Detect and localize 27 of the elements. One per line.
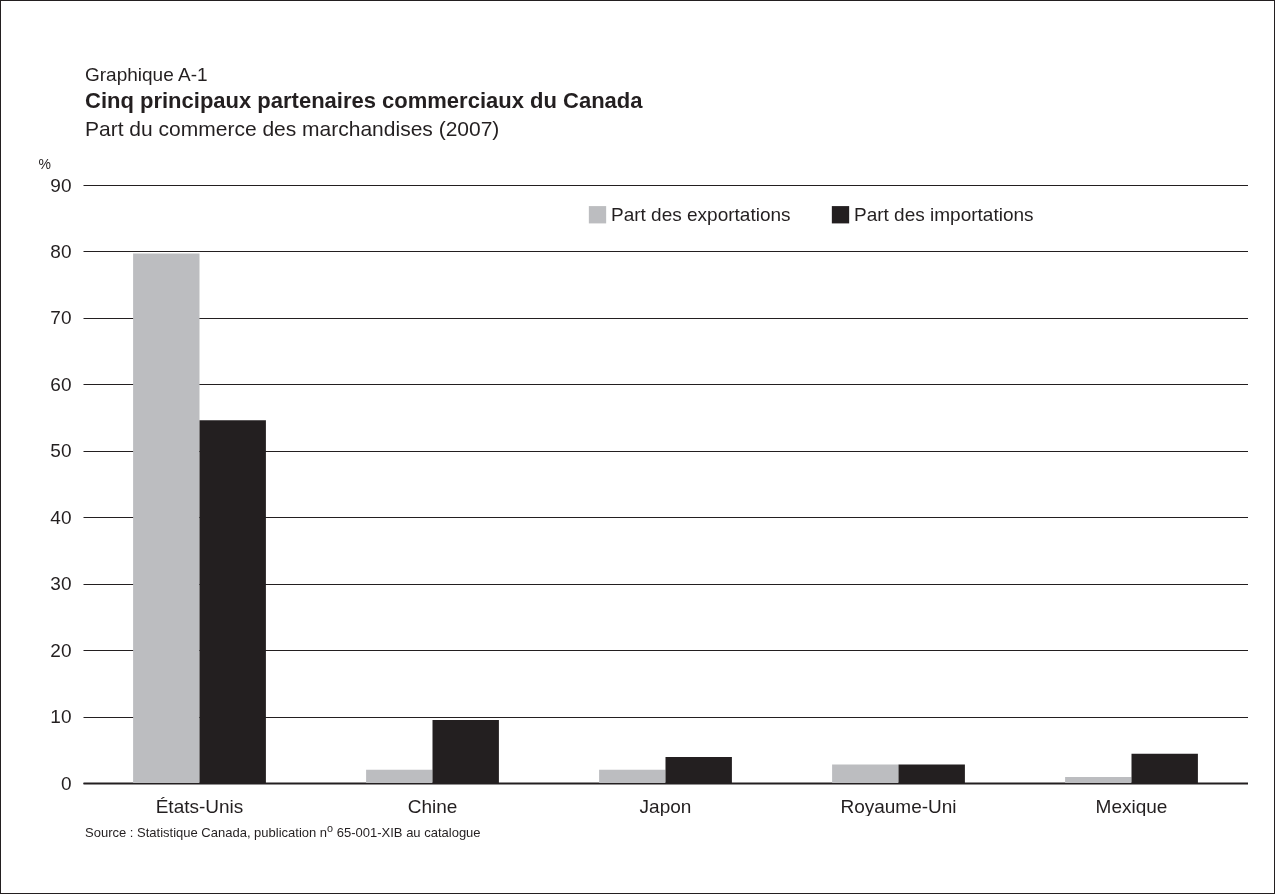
bar bbox=[832, 764, 899, 783]
y-tick-label: 10 bbox=[50, 706, 72, 728]
y-tick-label: 90 bbox=[50, 174, 72, 196]
x-tick-label: Royaume-Uni bbox=[840, 795, 957, 817]
y-tick-label: 0 bbox=[60, 772, 72, 794]
text: Graphique A-1 bbox=[85, 64, 208, 86]
chart-title: Cinq principaux partenaires commerciaux du Canada bbox=[85, 88, 644, 113]
legend-label: Part des exportations bbox=[611, 203, 791, 225]
chart-subtitle: Part du commerce des marchandises (2007) bbox=[85, 117, 500, 140]
source-note: Source : Statistique Canada, publication n$^{o}$ 65-001-XIB au catalogue bbox=[85, 822, 481, 841]
y-tick-label: 40 bbox=[50, 506, 72, 528]
x-tick-label: Japon bbox=[639, 795, 692, 817]
bar bbox=[599, 769, 666, 783]
y-tick-label: 80 bbox=[50, 240, 72, 262]
legend-label: Part des importations bbox=[854, 203, 1034, 225]
y-tick-label: 20 bbox=[50, 639, 72, 661]
x-tick-label: États-Unis bbox=[155, 795, 244, 817]
bar bbox=[133, 253, 200, 783]
y-tick-label: 70 bbox=[50, 307, 72, 329]
y-tick-label: 30 bbox=[50, 573, 72, 595]
bar bbox=[366, 769, 433, 783]
y-tick-label: 60 bbox=[50, 373, 72, 395]
y-tick-label: 50 bbox=[50, 440, 72, 462]
x-tick-label: Mexique bbox=[1095, 795, 1168, 817]
bar bbox=[1065, 777, 1132, 783]
y-axis-title: % bbox=[38, 155, 51, 172]
x-tick-label: Chine bbox=[407, 795, 458, 817]
